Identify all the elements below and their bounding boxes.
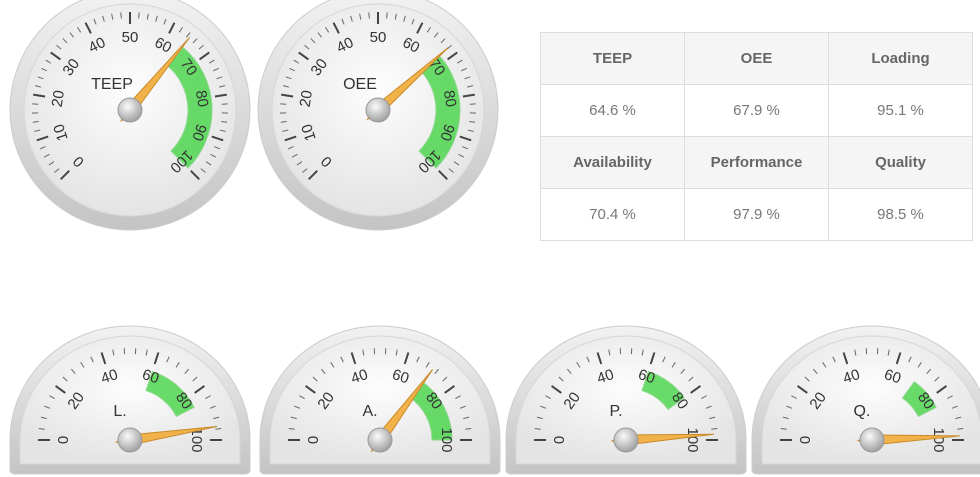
tick-label: 20 — [49, 89, 68, 108]
header-cell: Loading — [829, 33, 973, 85]
value-cell: 67.9 % — [685, 85, 829, 137]
minor-tick — [139, 12, 140, 18]
tick-label: 0 — [797, 436, 814, 444]
minor-tick — [121, 12, 122, 18]
needle-hub — [366, 98, 390, 122]
gauge-label: A. — [362, 403, 377, 420]
value-cell: 64.6 % — [541, 85, 685, 137]
table-row: 64.6 %67.9 %95.1 % — [541, 85, 973, 137]
minor-tick — [369, 12, 370, 18]
needle-hub — [118, 98, 142, 122]
value-cell: 98.5 % — [829, 189, 973, 241]
header-cell: Performance — [685, 137, 829, 189]
tick-label: 100 — [684, 427, 701, 452]
value-cell: 97.9 % — [685, 189, 829, 241]
tick-label: 50 — [370, 29, 387, 46]
gauge-label: OEE — [343, 76, 377, 93]
metrics-table: TEEPOEELoading64.6 %67.9 %95.1 %Availabi… — [540, 32, 973, 241]
page: 0102030405060708090100TEEP01020304050607… — [0, 0, 980, 477]
tick-label: 0 — [551, 436, 568, 444]
table-row: TEEPOEELoading — [541, 33, 973, 85]
tick-label: 80 — [440, 89, 459, 108]
value-cell: 70.4 % — [541, 189, 685, 241]
tick-label: 80 — [192, 89, 211, 108]
gauge-label: P. — [609, 403, 622, 420]
value-cell: 95.1 % — [829, 85, 973, 137]
needle-hub — [368, 428, 392, 452]
header-cell: OEE — [685, 33, 829, 85]
header-cell: Quality — [829, 137, 973, 189]
tick-label: 50 — [122, 29, 139, 46]
needle-hub — [614, 428, 638, 452]
gauge-label: Q. — [854, 403, 871, 420]
gauge-label: TEEP — [91, 76, 133, 93]
header-cell: TEEP — [541, 33, 685, 85]
table-row: 70.4 %97.9 %98.5 % — [541, 189, 973, 241]
minor-tick — [387, 12, 388, 18]
tick-label: 100 — [930, 427, 947, 452]
tick-label: 0 — [305, 436, 322, 444]
gauge-label: L. — [113, 403, 126, 420]
tick-label: 100 — [438, 427, 455, 452]
needle-hub — [118, 428, 142, 452]
tick-label: 0 — [55, 436, 72, 444]
tick-label: 20 — [297, 89, 316, 108]
header-cell: Availability — [541, 137, 685, 189]
needle-hub — [860, 428, 884, 452]
